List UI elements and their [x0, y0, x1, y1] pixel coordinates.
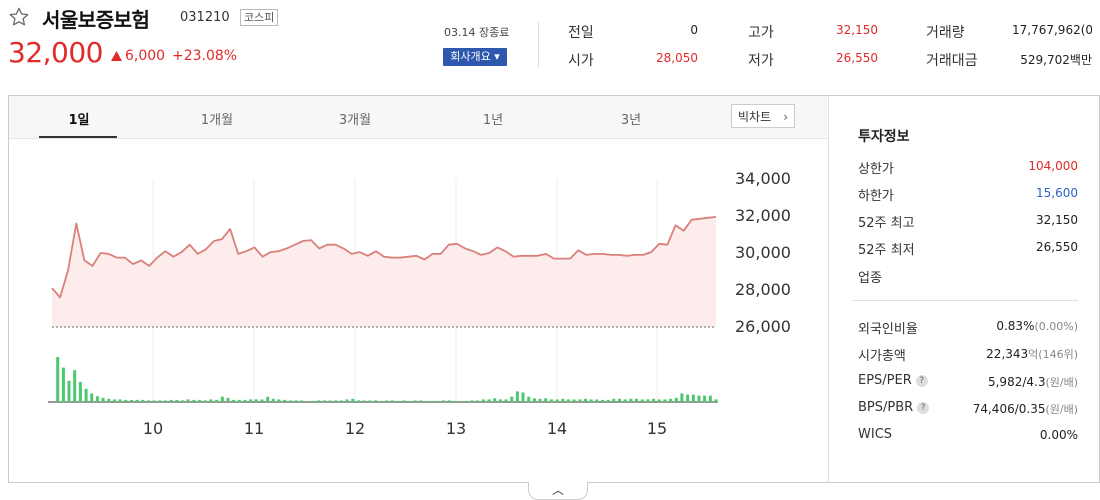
invest-info-value: 22,343억(146위): [986, 346, 1078, 362]
invest-info-label: WICS: [858, 427, 892, 442]
invest-info-value: 26,550: [1036, 240, 1078, 254]
favorite-star-icon[interactable]: [8, 6, 30, 28]
x-tick-label: 11: [243, 419, 265, 438]
invest-info-value: 15,600: [1036, 186, 1078, 200]
invest-info-unit: 억(146위): [1028, 348, 1078, 361]
price-change-pct: +23.08%: [172, 48, 238, 64]
quote-value: 26,550: [836, 51, 878, 65]
invest-info-value-text: 74,406/0.35: [972, 402, 1046, 416]
help-icon[interactable]: ?: [915, 375, 928, 387]
quote-label: 저가: [748, 53, 774, 69]
stock-name: 서울보증보험: [42, 8, 150, 32]
session-status: 03.14 장종료: [444, 26, 510, 39]
invest-info-label-text: 상한가: [858, 162, 894, 177]
big-chart-label: 빅차트: [738, 110, 772, 124]
x-tick-label: 10: [142, 419, 164, 438]
tab-4[interactable]: 1년: [482, 113, 504, 128]
tab-3[interactable]: 3개월: [338, 113, 372, 128]
invest-info-label-text: 업종: [858, 271, 882, 286]
quote-value: 529,702백만: [1020, 53, 1092, 67]
quote-label: 시가: [568, 53, 594, 69]
price-change: 6,000: [125, 48, 166, 64]
company-overview-button[interactable]: 회사개요 ▾: [443, 48, 507, 66]
invest-info-value-text: 22,343: [986, 347, 1029, 361]
invest-info-label-text: WICS: [858, 427, 893, 442]
invest-info-label-text: 52주 최고: [858, 216, 915, 231]
x-tick-label: 12: [344, 419, 366, 438]
divider: [538, 22, 539, 68]
invest-info-value-text: 15,600: [1036, 186, 1078, 200]
current-price: 32,000: [8, 36, 103, 69]
invest-info-value-text: 5,982/4.3: [987, 375, 1046, 389]
invest-info-label: EPS/PER?: [858, 373, 928, 388]
invest-info-label: 52주 최고: [858, 212, 915, 231]
invest-info-value: 74,406/0.35(원/배): [973, 401, 1078, 417]
invest-info-value-text: 0.83%: [996, 319, 1035, 333]
help-icon[interactable]: ?: [917, 402, 930, 414]
up-triangle-icon: [111, 51, 122, 61]
y-tick-label: 26,000: [735, 317, 791, 336]
invest-info-value-text: 0.00%: [1039, 428, 1078, 442]
y-tick-label: 30,000: [735, 243, 791, 262]
period-tab-bar: [9, 96, 827, 139]
active-tab-indicator: [39, 136, 117, 138]
stock-code: 031210: [180, 10, 230, 25]
quote-label: 전일: [568, 25, 594, 41]
tab-5[interactable]: 3년: [620, 113, 642, 128]
invest-info-label: 52주 최저: [858, 239, 915, 258]
quote-label: 거래량: [926, 25, 965, 41]
invest-info-label-text: EPS/PER: [858, 373, 912, 388]
tab-1[interactable]: 1일: [68, 113, 90, 128]
chevron-right-icon: ›: [783, 110, 788, 124]
invest-info-label: 시가총액: [858, 345, 906, 364]
invest-info-value: 0.83%(0.00%): [996, 319, 1078, 333]
tab-2[interactable]: 1개월: [200, 113, 234, 128]
invest-info-label: 외국인비율: [858, 318, 918, 337]
collapse-button[interactable]: ︿: [528, 482, 588, 500]
y-tick-label: 28,000: [735, 280, 791, 299]
invest-info-label: 업종: [858, 267, 882, 286]
invest-info-label-text: BPS/PBR: [858, 400, 914, 415]
invest-info-unit: (원/배): [1045, 376, 1078, 389]
invest-info-label: BPS/PBR?: [858, 400, 930, 415]
quote-value: 28,050: [656, 51, 698, 65]
invest-info-value: 0.00%: [1040, 428, 1078, 442]
big-chart-button[interactable]: 빅차트 ›: [731, 104, 795, 128]
invest-info-label-text: 시가총액: [858, 349, 906, 364]
invest-info-label-text: 외국인비율: [858, 322, 918, 337]
market-badge: 코스피: [240, 9, 279, 26]
y-tick-label: 34,000: [735, 169, 791, 188]
chevron-up-icon: ︿: [551, 483, 564, 497]
invest-info-value: 104,000: [1028, 159, 1078, 173]
invest-info-label-text: 하한가: [858, 189, 894, 204]
x-tick-label: 15: [646, 419, 668, 438]
quote-value: 0: [690, 23, 698, 37]
invest-info-unit: (원/배): [1045, 403, 1078, 416]
x-tick-label: 13: [445, 419, 467, 438]
x-tick-label: 14: [546, 419, 568, 438]
invest-info-title: 투자정보: [858, 129, 910, 145]
invest-info-value: 5,982/4.3(원/배): [988, 374, 1078, 390]
invest-info-value-text: 104,000: [1028, 159, 1078, 173]
quote-label: 거래대금: [926, 53, 978, 69]
invest-info-value-text: 32,150: [1036, 213, 1078, 227]
divider: [828, 96, 829, 482]
quote-label: 고가: [748, 25, 774, 41]
invest-info-label: 상한가: [858, 158, 894, 177]
invest-info-unit: (0.00%): [1034, 320, 1078, 333]
invest-info-label: 하한가: [858, 185, 894, 204]
invest-info-value-text: 26,550: [1036, 240, 1078, 254]
invest-info-value: 32,150: [1036, 213, 1078, 227]
y-tick-label: 32,000: [735, 206, 791, 225]
divider: [852, 300, 1078, 301]
invest-info-label-text: 52주 최저: [858, 243, 915, 258]
quote-value: 17,767,962(0: [1012, 23, 1092, 37]
quote-value: 32,150: [836, 23, 878, 37]
